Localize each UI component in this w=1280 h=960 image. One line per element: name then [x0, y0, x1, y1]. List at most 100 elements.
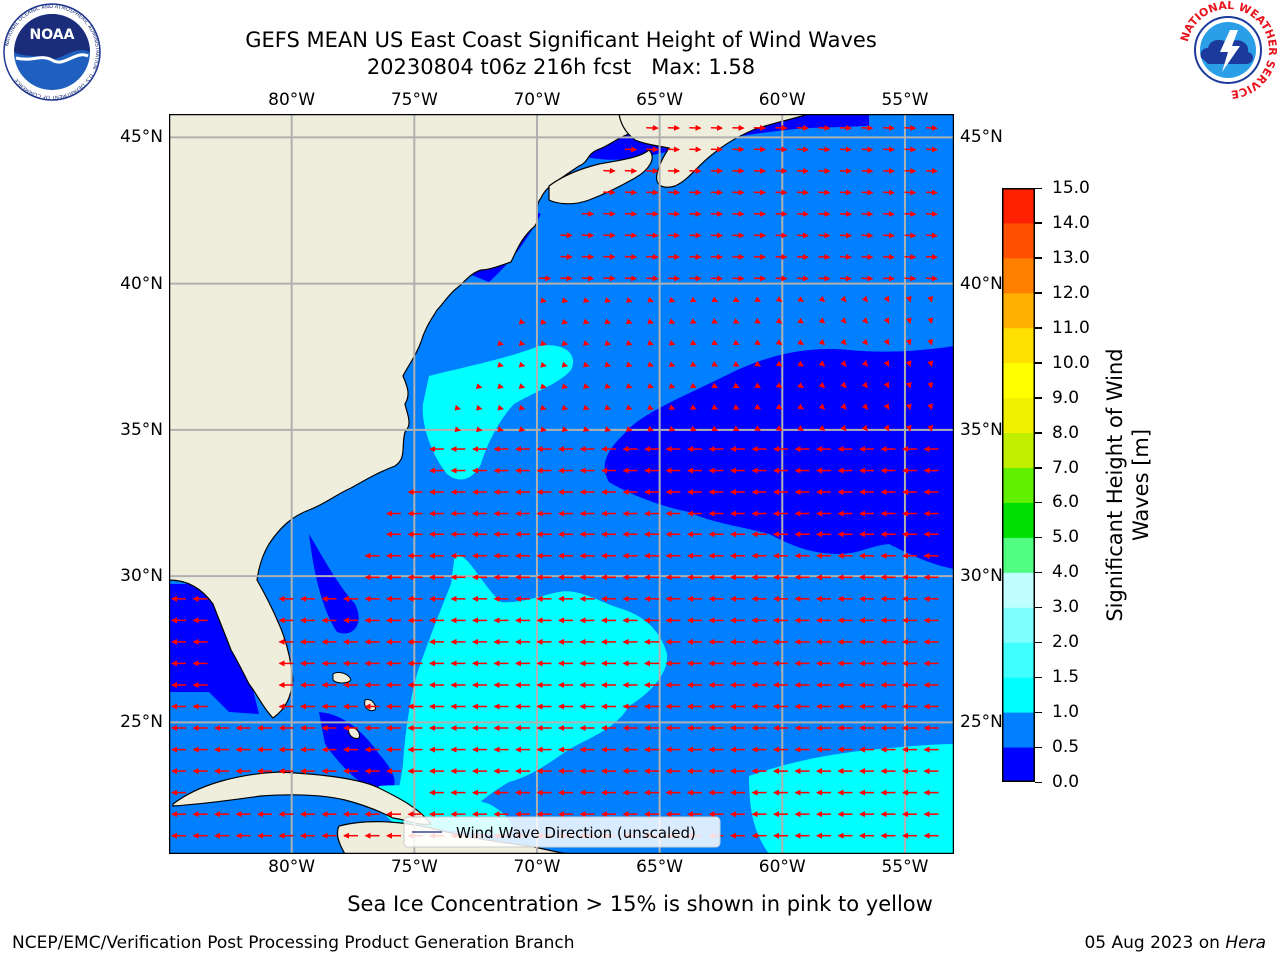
wave-direction-arrow: [604, 318, 612, 325]
wave-direction-arrow: [861, 338, 868, 346]
wave-direction-arrow: [711, 318, 719, 324]
wave-direction-arrow: [732, 339, 740, 346]
axis-tick-label: 70°W: [513, 857, 561, 877]
colorbar-segment: [1002, 257, 1035, 294]
low-wave-region: [319, 712, 395, 794]
wave-direction-arrow: [518, 404, 526, 411]
wave-direction-arrow: [861, 403, 868, 410]
colorbar-tick-label: 9.0: [1052, 387, 1080, 408]
sea-ice-note: Sea Ice Concentration > 15% is shown in …: [347, 892, 933, 916]
wave-direction-arrow: [604, 361, 612, 368]
wave-direction-arrow: [604, 340, 612, 346]
wave-direction-arrow: [732, 404, 740, 410]
wave-direction-arrow: [582, 318, 590, 325]
colorbar-tick-label: 3.0: [1052, 597, 1080, 618]
colorbar-segment: [1002, 397, 1035, 434]
colorbar-tick-label: 2.0: [1052, 632, 1080, 653]
wave-direction-arrow: [861, 317, 868, 324]
colorbar-segment: [1002, 467, 1035, 503]
axis-tick-label: 55°W: [881, 857, 929, 877]
wave-direction-arrow: [775, 339, 783, 346]
wave-direction-arrow: [624, 232, 638, 239]
wave-direction-arrow: [839, 146, 852, 153]
colorbar-tick-label: 12.0: [1052, 282, 1090, 303]
colorbar-segment: [1002, 677, 1035, 713]
wave-direction-arrow: [668, 318, 676, 324]
wave-direction-arrow: [818, 317, 826, 324]
colorbar-tick-mark: [1035, 571, 1042, 574]
colorbar-segment: [1002, 572, 1035, 608]
colorbar-segment: [1002, 188, 1035, 224]
wave-direction-arrow: [647, 339, 654, 346]
colorbar-tick-label: 0.0: [1052, 772, 1080, 792]
wave-direction-arrow: [668, 404, 676, 410]
wave-direction-arrow: [818, 146, 831, 153]
colorbar-title: Significant Height of Wind Waves [m]: [1103, 348, 1153, 622]
wave-direction-arrow: [668, 425, 676, 432]
wave-direction-arrow: [454, 404, 461, 411]
wave-direction-arrow: [454, 426, 461, 433]
colorbar-tick-label: 1.0: [1052, 702, 1080, 723]
wave-direction-arrow: [818, 189, 831, 196]
wave-direction-arrow: [475, 383, 483, 390]
wave-direction-arrow: [840, 424, 847, 432]
wave-direction-arrow: [540, 361, 547, 368]
wave-direction-arrow: [625, 297, 633, 303]
wave-direction-arrow: [796, 124, 809, 131]
wave-direction-arrow: [840, 295, 847, 303]
wave-direction-arrow: [624, 275, 638, 282]
wave-direction-arrow: [732, 425, 740, 432]
wave-direction-arrow: [647, 296, 654, 303]
colorbar-segment: [1002, 292, 1035, 329]
wave-direction-arrow: [840, 317, 847, 324]
wave-direction-arrow: [818, 295, 826, 303]
wave-direction-arrow: [540, 383, 547, 390]
wave-direction-arrow: [497, 383, 504, 390]
wave-direction-arrow: [775, 403, 783, 410]
colorbar-tick-label: 4.0: [1052, 562, 1080, 583]
colorbar-tick-mark: [1035, 432, 1042, 434]
wave-direction-arrow: [518, 383, 526, 389]
wave-direction-arrow: [775, 360, 783, 367]
low-wave-region: [309, 534, 359, 634]
wave-direction-arrow: [732, 361, 740, 367]
wave-direction-arrow: [690, 339, 697, 346]
wave-direction-arrow: [818, 232, 831, 239]
wave-direction-arrow: [732, 382, 740, 389]
wave-direction-arrow: [690, 404, 697, 410]
wave-direction-arrow: [818, 124, 831, 131]
colorbar-tick-label: 6.0: [1052, 492, 1080, 513]
wave-direction-arrow: [561, 318, 569, 325]
colorbar-tick-mark: [1035, 676, 1042, 679]
colorbar-tick-label: 14.0: [1052, 212, 1090, 233]
colorbar-tick-mark: [1035, 292, 1042, 294]
wave-direction-arrow: [818, 381, 826, 389]
noaa-logo-text: NOAA: [30, 27, 75, 43]
wave-direction-arrow: [518, 318, 526, 325]
wave-direction-arrow: [711, 339, 719, 346]
wave-direction-arrow: [690, 318, 697, 324]
wave-direction-arrow: [818, 167, 831, 174]
noaa-logo: NOAA NATIONAL OCEANIC AND ATMOSPHERIC AD…: [3, 3, 101, 101]
colorbar-tick-label: 8.0: [1052, 422, 1080, 443]
colorbar-tick-mark: [1035, 187, 1042, 189]
axis-tick-label: 80°W: [268, 857, 316, 877]
wave-direction-arrow: [604, 297, 612, 303]
wave-direction-arrow: [818, 360, 826, 367]
wave-direction-arrow: [561, 426, 569, 433]
map-frame: [169, 114, 954, 854]
wave-direction-arrow: [561, 383, 569, 390]
wave-direction-arrow: [582, 383, 590, 389]
axis-tick-label: 60°W: [758, 857, 806, 877]
axis-tick-label: 55°W: [881, 90, 929, 110]
axis-tick-label: 40°N: [960, 273, 1003, 294]
low-wave-region: [169, 584, 259, 714]
colorbar-tick-label: 15.0: [1052, 178, 1090, 198]
colorbar-tick-mark: [1035, 327, 1042, 329]
footer-date: 05 Aug 2023 on Hera: [1084, 933, 1266, 953]
wave-direction-arrow: [818, 338, 826, 346]
wave-direction-arrow: [647, 425, 654, 432]
wave-direction-arrow: [624, 253, 638, 260]
wave-direction-arrow: [625, 318, 633, 325]
moderate-wave-region: [396, 554, 668, 826]
